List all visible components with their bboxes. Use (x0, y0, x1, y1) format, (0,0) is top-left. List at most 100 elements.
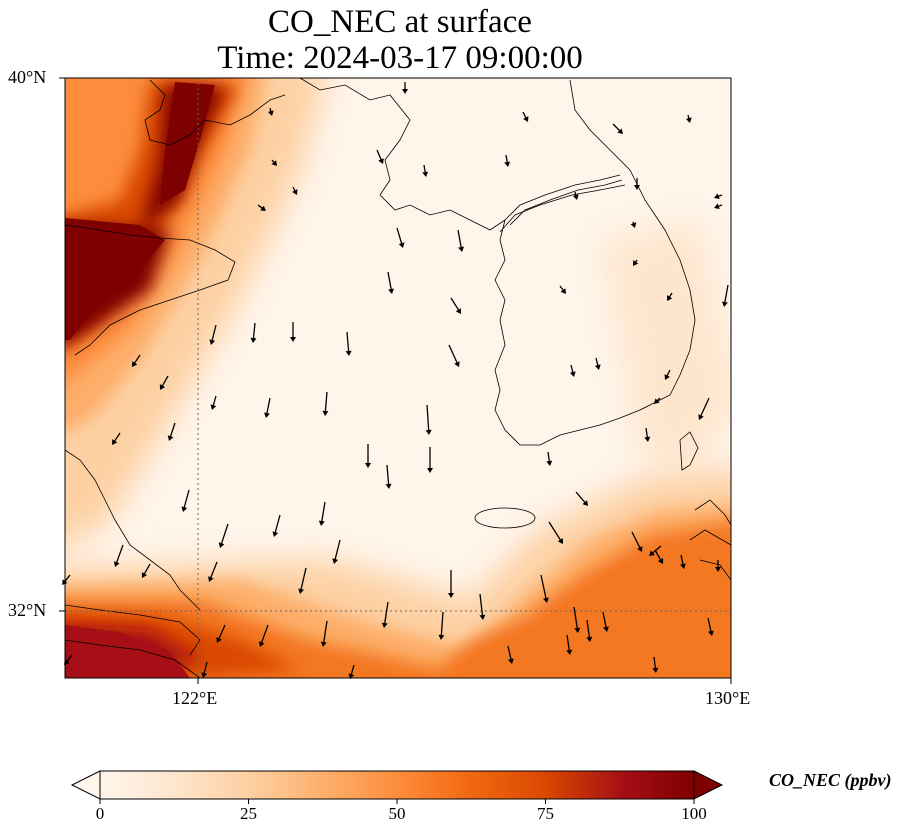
wind-arrow-head (572, 194, 579, 200)
wind-arrow-head (385, 483, 392, 489)
wind-arrow-shaft (220, 523, 229, 546)
wind-arrow (698, 397, 710, 420)
colorbar-ramp (99, 770, 695, 800)
wind-arrow (201, 661, 208, 678)
wind-arrow (450, 297, 461, 314)
wind-arrow (258, 624, 269, 647)
wind-arrow (422, 164, 429, 177)
wind-arrow-head (714, 193, 720, 200)
wind-arrow-shaft (183, 489, 190, 510)
wind-arrow (385, 464, 392, 489)
colorbar-tick-25: 25 (240, 804, 257, 823)
wind-arrow-shaft (142, 563, 151, 576)
wind-arrow (210, 395, 217, 410)
wind-arrow (159, 375, 169, 390)
wind-arrow-head (603, 626, 609, 632)
wind-arrow-head (378, 158, 384, 164)
wind-arrow (548, 521, 563, 544)
wind-arrow-head (112, 439, 118, 445)
wind-arrow-head (685, 117, 692, 123)
wind-arrow (292, 186, 298, 195)
wind-arrow (208, 561, 218, 582)
wind-arrow-head (438, 634, 445, 640)
wind-arrow (569, 364, 576, 377)
wind-arrow-shaft (209, 561, 218, 580)
wind-arrow (425, 404, 432, 435)
wind-arrow-head (398, 242, 405, 248)
wind-arrow (257, 204, 266, 211)
wind-arrow (573, 606, 581, 633)
concentration-field (65, 78, 731, 678)
wind-arrow (427, 447, 433, 473)
wind-arrow (654, 397, 661, 404)
wind-arrow-shaft (479, 593, 484, 618)
lat-label-32n: 32°N (8, 600, 47, 620)
graticule (65, 78, 731, 678)
wind-arrow (381, 601, 389, 628)
wind-arrow-shaft (548, 521, 562, 542)
map-subtitle: Time: 2024-03-17 09:00:00 (217, 40, 583, 76)
wind-arrow-head (479, 614, 486, 620)
wind-arrow-shaft (386, 464, 390, 487)
wind-arrow-head (322, 410, 329, 416)
wind-arrow-head (574, 627, 581, 633)
wind-arrow (438, 611, 445, 640)
wind-arrow-shaft (707, 617, 712, 634)
colorbar-label: CO_NEC (ppbv) (769, 770, 892, 790)
wind-arrow (132, 354, 141, 367)
wind-arrow-shaft (507, 645, 512, 662)
wind-arrow-head (365, 463, 371, 468)
wind-arrow-head (644, 436, 651, 442)
wind-arrow (504, 154, 511, 167)
wind-arrow-shaft (653, 656, 657, 671)
wind-arrow-head (566, 649, 573, 655)
wind-arrow (644, 427, 651, 442)
wind-arrow-head (654, 398, 660, 404)
wind-arrow (602, 611, 609, 632)
wind-arrow-head (388, 288, 395, 294)
wind-arrow-head (141, 572, 148, 578)
wind-arrow-head (630, 222, 637, 228)
wind-arrow-head (258, 641, 265, 647)
wind-arrow-head (425, 429, 432, 435)
wind-arrow-shaft (566, 634, 571, 653)
lat-label-40n: 40°N (8, 67, 47, 87)
wind-arrow-head (181, 506, 188, 512)
wind-arrow-shaft (376, 149, 383, 162)
wind-arrow-head (210, 404, 217, 410)
wind-arrow (715, 560, 721, 572)
wind-arrow (630, 221, 637, 228)
wind-arrow-shaft (334, 539, 341, 562)
wind-arrow-head (209, 339, 216, 345)
wind-arrow-head (714, 203, 720, 210)
wind-arrow-shaft (540, 574, 548, 601)
wind-arrow (654, 549, 664, 564)
wind-arrow-head (159, 384, 166, 390)
wind-arrow (181, 489, 190, 512)
plot-frame (64, 77, 732, 679)
wind-arrow (612, 123, 623, 134)
wind-arrow (546, 451, 553, 466)
wind-arrow (113, 544, 124, 567)
wind-arrow (714, 203, 723, 210)
lon-label-130e: 130°E (705, 688, 751, 708)
wind-arrow-head (381, 622, 388, 628)
wind-arrow-shaft (426, 404, 430, 433)
wind-arrow-head (292, 189, 298, 195)
wind-arrow-head (667, 295, 673, 301)
wind-arrow-head (201, 672, 208, 678)
wind-arrow (448, 570, 454, 598)
wind-arrow-head (569, 371, 576, 377)
wind-arrow-head (546, 460, 553, 466)
wind-arrow-shaft (650, 545, 662, 555)
wind-arrow (664, 369, 671, 380)
wind-arrow-head (557, 538, 563, 544)
wind-arrow (387, 271, 395, 294)
wind-arrow-head (264, 412, 270, 418)
wind-arrow (559, 285, 566, 294)
tick-marks (59, 77, 732, 684)
wind-arrow (216, 624, 226, 643)
lon-label-122e: 122°E (172, 688, 218, 708)
wind-arrow-shaft (450, 297, 460, 312)
wind-arrow-shaft (440, 611, 444, 638)
